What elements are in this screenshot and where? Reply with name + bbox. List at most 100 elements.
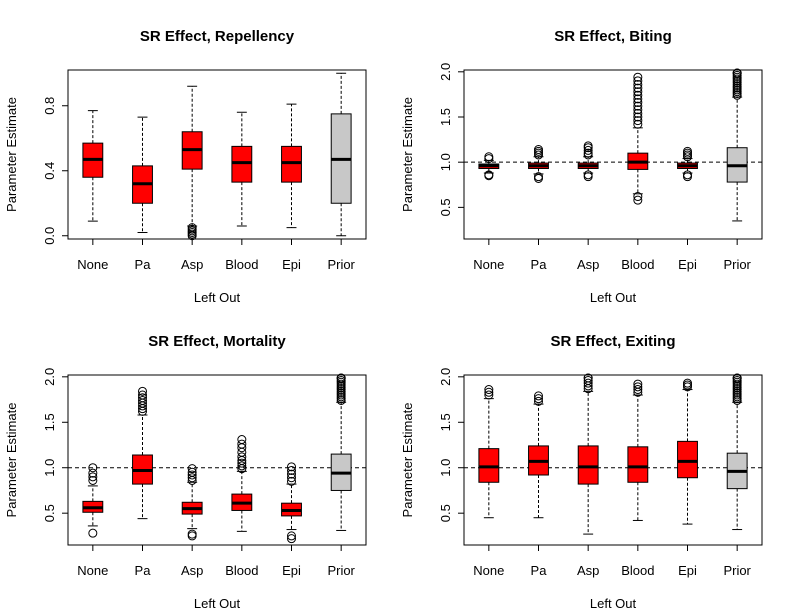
y-axis-label: Parameter Estimate: [4, 97, 19, 212]
x-tick-label: Prior: [327, 257, 355, 272]
outlier-point: [237, 447, 247, 457]
x-tick-label: Asp: [577, 257, 599, 272]
box-iqr: [281, 145, 302, 183]
y-tick-label: 1.0: [42, 459, 57, 477]
box-epi: [677, 378, 698, 525]
box-asp: [577, 373, 599, 535]
x-tick-label: Asp: [577, 563, 599, 578]
box-asp: [577, 141, 599, 182]
y-tick-label: 1.5: [42, 413, 57, 431]
outlier-point: [287, 473, 296, 483]
x-tick-label: Epi: [678, 257, 697, 272]
outlier-point: [633, 195, 643, 205]
outlier-point: [534, 145, 543, 155]
outlier-point: [633, 108, 643, 118]
outlier-point: [187, 470, 197, 480]
outlier-point: [88, 475, 98, 485]
outlier-point: [583, 172, 593, 182]
y-axis-label: Parameter Estimate: [4, 403, 19, 518]
x-tick-label: Pa: [531, 257, 548, 272]
outlier-point: [484, 390, 494, 400]
box-pa: [132, 386, 153, 520]
y-tick-label: 0.5: [438, 198, 453, 216]
x-tick-label: Blood: [225, 257, 258, 272]
outlier-point: [583, 148, 593, 158]
outlier-point: [138, 386, 147, 396]
outlier-point: [138, 390, 147, 400]
x-tick-label: Pa: [135, 257, 152, 272]
x-axis-label: Left Out: [590, 290, 637, 305]
x-tick-label: Prior: [327, 563, 355, 578]
outlier-point: [138, 393, 147, 403]
outlier-point: [484, 170, 494, 180]
y-tick-label: 2.0: [438, 368, 453, 386]
outlier-point: [583, 378, 593, 388]
x-tick-label: Epi: [678, 563, 697, 578]
x-tick-label: None: [473, 257, 504, 272]
x-tick-label: Blood: [621, 257, 654, 272]
box-iqr: [577, 445, 599, 485]
x-axis-label: Left Out: [590, 596, 637, 611]
box-none: [82, 463, 104, 538]
box-none: [82, 110, 104, 222]
outlier-point: [287, 531, 296, 541]
outlier-point: [287, 465, 296, 475]
outlier-point: [237, 461, 247, 471]
x-tick-label: None: [473, 563, 504, 578]
outlier-point: [633, 192, 643, 202]
outlier-point: [187, 529, 197, 539]
y-tick-label: 2.0: [438, 63, 453, 81]
panel-1: SR Effect, Repellency Left Out Parameter E…: [4, 28, 367, 305]
outlier-point: [237, 439, 247, 449]
x-tick-label: Asp: [181, 257, 203, 272]
box-prior: [330, 72, 352, 237]
outlier-point: [683, 380, 692, 390]
outlier-point: [683, 378, 692, 388]
x-axis-label: Left Out: [194, 290, 241, 305]
box-none: [478, 152, 500, 181]
box-iqr: [677, 440, 698, 479]
outlier-point: [237, 452, 247, 462]
outlier-point: [534, 172, 543, 182]
y-tick-label: 1.0: [438, 153, 453, 171]
outlier-point: [534, 173, 543, 183]
outlier-point: [633, 79, 643, 89]
box-blood: [627, 72, 649, 205]
x-axis-label: Left Out: [194, 596, 241, 611]
outlier-point: [287, 462, 296, 472]
outlier-point: [583, 141, 593, 151]
outlier-point: [633, 105, 643, 115]
outlier-point: [187, 531, 197, 541]
outlier-point: [88, 472, 98, 482]
y-tick-label: 1.0: [438, 459, 453, 477]
box-blood: [231, 435, 253, 532]
box-asp: [181, 85, 203, 241]
outlier-point: [187, 223, 197, 233]
outlier-point: [633, 90, 643, 100]
x-tick-label: Pa: [135, 563, 152, 578]
outlier-point: [88, 463, 98, 473]
outlier-point: [484, 152, 494, 162]
outlier-point: [732, 68, 742, 78]
y-tick-label: 0.5: [42, 504, 57, 522]
box-asp: [181, 464, 203, 541]
plot-frame: [463, 374, 763, 546]
outlier-point: [583, 373, 593, 383]
box-prior: [726, 373, 748, 531]
x-tick-label: None: [77, 563, 108, 578]
box-pa: [528, 391, 549, 519]
outlier-point: [88, 528, 98, 538]
outlier-point: [633, 112, 643, 122]
outlier-point: [336, 373, 346, 383]
box-prior: [330, 373, 352, 531]
box-pa: [132, 116, 153, 233]
outlier-point: [633, 101, 643, 111]
x-tick-label: Pa: [531, 563, 548, 578]
plot-frame: [463, 69, 763, 240]
chart-title: SR Effect, Biting: [554, 28, 672, 45]
outlier-point: [287, 476, 296, 486]
box-epi: [281, 462, 302, 544]
y-tick-label: 0.0: [42, 227, 57, 245]
plot-frame: [67, 374, 367, 546]
